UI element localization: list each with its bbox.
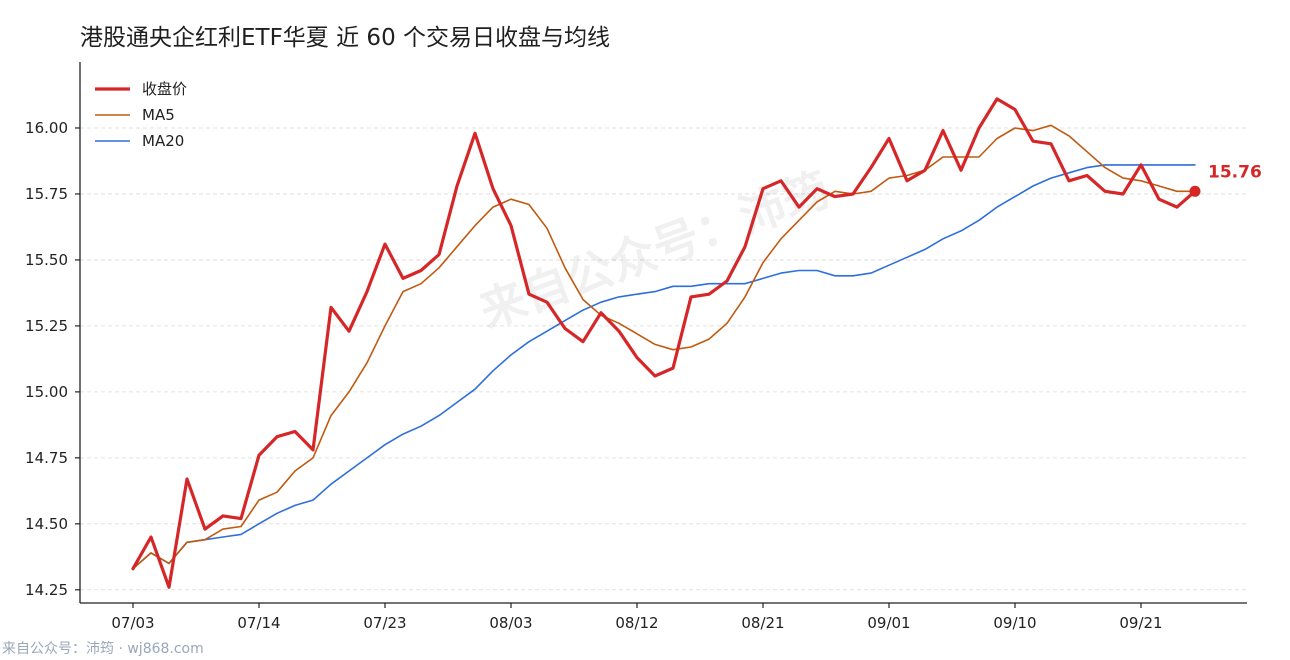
- y-tick-label: 14.75: [25, 449, 68, 467]
- series-line-2: [132, 164, 1196, 570]
- grid-lines: [80, 127, 1247, 591]
- end-annotation: 15.76: [1189, 162, 1262, 197]
- series-line-0: [131, 97, 1197, 589]
- last-point-marker: [1189, 185, 1201, 197]
- y-tick-label: 14.25: [25, 581, 68, 599]
- x-tick-label: 07/03: [111, 614, 154, 632]
- x-tick-label: 07/14: [237, 614, 280, 632]
- series-layer: [131, 97, 1197, 589]
- chart-title: 港股通央企红利ETF华夏 近 60 个交易日收盘与均线: [80, 25, 610, 51]
- series-line-1: [132, 124, 1196, 570]
- y-tick-label: 15.75: [25, 185, 68, 203]
- x-tick-label: 08/03: [489, 614, 532, 632]
- legend-label: MA5: [142, 106, 175, 124]
- x-tick-label: 07/23: [363, 614, 406, 632]
- x-tick-label: 09/01: [867, 614, 910, 632]
- x-tick-label: 09/10: [993, 614, 1036, 632]
- legend-label: 收盘价: [142, 80, 187, 98]
- legend: 收盘价 MA5 MA20: [95, 80, 187, 150]
- watermark: 来自公众号：沛筠: [472, 162, 836, 339]
- y-tick-label: 15.00: [25, 383, 68, 401]
- x-tick-label: 08/12: [615, 614, 658, 632]
- y-tick-label: 15.50: [25, 251, 68, 269]
- x-tick-label: 08/21: [741, 614, 784, 632]
- y-tick-label: 14.50: [25, 515, 68, 533]
- footer-credit: 来自公众号：沛筠 · wj868.com: [2, 640, 204, 657]
- legend-label: MA20: [142, 132, 184, 150]
- last-value-label: 15.76: [1208, 162, 1262, 182]
- x-axis-ticks: 07/03 07/14 07/23 08/03 08/12 08/21 09/01 09/10…: [111, 603, 1163, 632]
- y-tick-label: 16.00: [25, 119, 68, 137]
- y-axis-ticks: 14.25 14.50 14.75 15.00 15.25 15.50 15.75 16.00: [25, 119, 80, 599]
- y-tick-label: 15.25: [25, 317, 68, 335]
- x-tick-label: 09/21: [1119, 614, 1162, 632]
